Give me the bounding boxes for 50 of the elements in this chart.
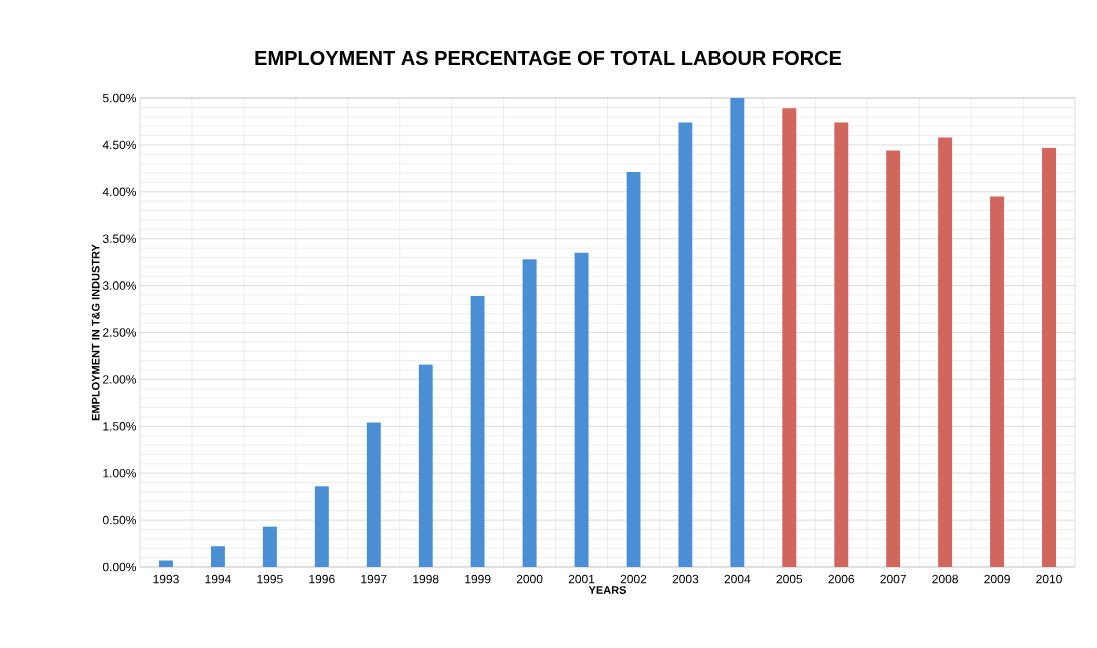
y-tick-label: 0.50% bbox=[102, 515, 137, 525]
x-tick-label: 1997 bbox=[361, 574, 387, 584]
bar bbox=[782, 108, 797, 567]
bar bbox=[730, 98, 745, 567]
bar bbox=[418, 364, 433, 567]
x-tick-label: 2003 bbox=[672, 574, 699, 584]
x-tick-label: 1994 bbox=[205, 574, 231, 584]
x-tick-label: 2005 bbox=[776, 574, 803, 584]
bar bbox=[574, 252, 589, 567]
x-tick-label: 2002 bbox=[620, 574, 647, 584]
y-tick-label: 2.00% bbox=[103, 375, 137, 384]
y-tick-label: 3.00% bbox=[102, 281, 137, 290]
bar bbox=[262, 526, 277, 567]
bar bbox=[522, 259, 537, 567]
x-tick-label: 2006 bbox=[828, 574, 855, 584]
x-tick-label: 1998 bbox=[413, 574, 439, 584]
bar bbox=[158, 560, 173, 567]
x-tick-label: 2008 bbox=[932, 574, 958, 584]
bar bbox=[626, 172, 641, 567]
bar bbox=[834, 122, 849, 567]
x-tick-label: 1999 bbox=[465, 574, 491, 584]
x-tick-label: 2004 bbox=[724, 574, 751, 584]
bar bbox=[938, 137, 953, 567]
bar bbox=[886, 150, 901, 567]
x-tick-label: 1993 bbox=[153, 574, 179, 584]
y-axis-title: EMPLOYMENT IN T&G INDUSTRY bbox=[91, 244, 100, 421]
y-tick-label: 4.00% bbox=[102, 187, 137, 197]
bar bbox=[470, 295, 485, 567]
y-tick-label: 4.50% bbox=[102, 140, 137, 150]
x-tick-label: 2007 bbox=[880, 574, 906, 584]
bar bbox=[210, 546, 225, 567]
x-tick-label: 2009 bbox=[984, 574, 1010, 584]
y-tick-label: 1.50% bbox=[103, 422, 137, 431]
y-tick-label: 1.00% bbox=[103, 468, 137, 478]
chart-title: EMPLOYMENT AS PERCENTAGE OF TOTAL LABOUR FORCE bbox=[255, 50, 842, 66]
y-tick-label: 0.00% bbox=[102, 562, 137, 572]
y-tick-label: 5.00% bbox=[102, 93, 137, 103]
bar bbox=[1042, 147, 1057, 567]
y-tick-label: 2.50% bbox=[103, 328, 137, 337]
x-tick-label: 2010 bbox=[1036, 574, 1062, 584]
bar bbox=[314, 486, 329, 567]
x-tick-label: 1995 bbox=[257, 574, 283, 584]
x-tick-label: 2001 bbox=[568, 574, 595, 584]
x-axis-title: YEARS bbox=[588, 586, 627, 594]
y-tick-label: 3.50% bbox=[102, 234, 137, 243]
bar bbox=[678, 122, 693, 567]
bar bbox=[366, 422, 381, 567]
bar bbox=[990, 196, 1005, 567]
x-tick-label: 2000 bbox=[516, 574, 543, 584]
x-tick-label: 1996 bbox=[309, 574, 335, 584]
